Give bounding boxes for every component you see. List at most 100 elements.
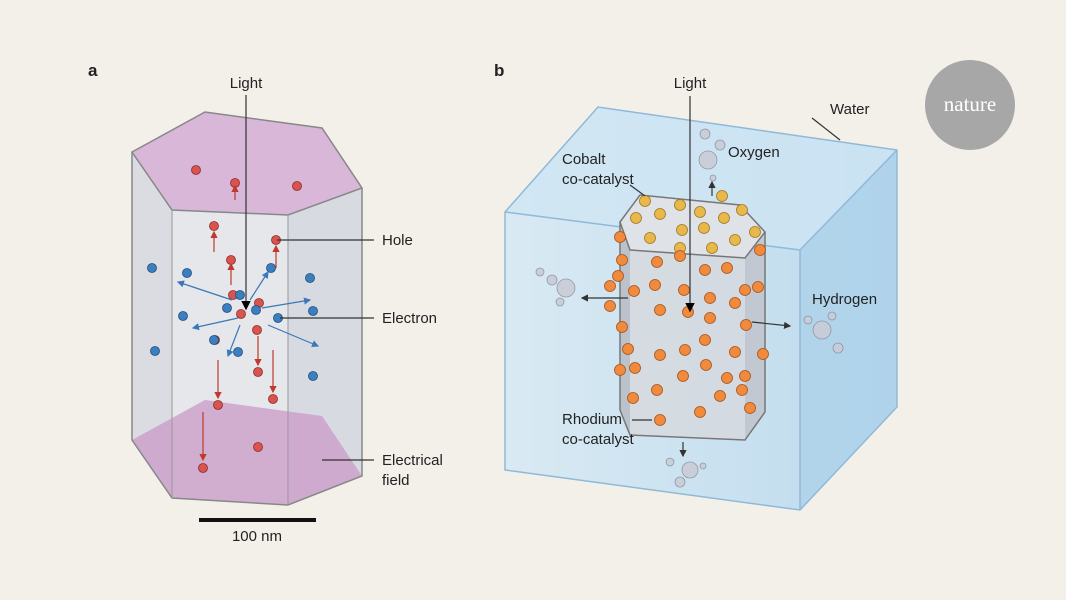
electron: [178, 311, 188, 321]
leader: [811, 117, 841, 141]
cobalt-particle: [729, 234, 741, 246]
rhodium-particle: [699, 264, 711, 276]
annotation: co-catalyst: [562, 431, 635, 448]
electron-arrow: [249, 270, 269, 301]
electron: [308, 306, 318, 316]
annotation: Water: [830, 101, 869, 118]
cobalt-particle: [716, 190, 728, 202]
rhodium-particle: [704, 292, 716, 304]
rhodium-particle: [654, 414, 666, 426]
bubble: [665, 457, 675, 467]
rhodium-particle: [614, 364, 626, 376]
rhodium-particle: [700, 359, 712, 371]
electron: [209, 335, 219, 345]
rhodium-particle: [682, 306, 694, 318]
panel-label: a: [88, 61, 98, 80]
rhodium-particle: [729, 346, 741, 358]
electron: [251, 305, 261, 315]
rhodium-particle: [694, 406, 706, 418]
rhodium-particle: [627, 392, 639, 404]
cobalt-particle: [644, 232, 656, 244]
bubble: [546, 274, 558, 286]
rhodium-particle: [612, 270, 624, 282]
annotation: Hole: [382, 232, 413, 249]
rhodium-particle: [714, 390, 726, 402]
bubble: [698, 150, 718, 170]
electron-arrow: [267, 324, 320, 347]
electron: [266, 263, 276, 273]
cobalt-particle: [674, 199, 686, 211]
annotation: co-catalyst: [562, 171, 635, 188]
electron: [233, 347, 243, 357]
annotation: Rhodium: [562, 411, 622, 428]
cobalt-particle: [654, 208, 666, 220]
rhodium-particle: [679, 344, 691, 356]
rhodium-particle: [651, 384, 663, 396]
hole: [213, 400, 223, 410]
cobalt-particle: [639, 195, 651, 207]
hole: [268, 394, 278, 404]
hole: [253, 367, 263, 377]
annotation: Electrical: [382, 452, 443, 469]
bubble: [699, 128, 711, 140]
logo: nature: [944, 92, 996, 116]
scale-label: 100 nm: [232, 528, 282, 545]
rhodium-particle: [721, 372, 733, 384]
rhodium-particle: [604, 300, 616, 312]
rhodium-particle: [729, 297, 741, 309]
cobalt-particle: [749, 226, 761, 238]
bubble: [832, 342, 844, 354]
bubble: [681, 461, 699, 479]
rhodium-particle: [739, 370, 751, 382]
rhodium-particle: [754, 244, 766, 256]
logo-badge: [925, 60, 1015, 150]
rhodium-particle: [614, 231, 626, 243]
annotation: Electron: [382, 310, 437, 327]
electron: [308, 371, 318, 381]
bubble: [555, 297, 565, 307]
electron: [150, 346, 160, 356]
rhodium-particle: [677, 370, 689, 382]
electron: [147, 263, 157, 273]
rhodium-particle: [704, 312, 716, 324]
rhodium-particle: [678, 284, 690, 296]
annotation: Cobalt: [562, 151, 606, 168]
hole: [292, 181, 302, 191]
annotation: field: [382, 472, 410, 489]
cobalt-particle: [706, 242, 718, 254]
rhodium-particle: [699, 334, 711, 346]
hole: [191, 165, 201, 175]
cobalt-particle: [698, 222, 710, 234]
electron-arrow: [226, 324, 241, 358]
cobalt-particle: [694, 206, 706, 218]
electron: [305, 273, 315, 283]
rhodium-particle: [721, 262, 733, 274]
annotation: Light: [230, 75, 263, 92]
bubble: [714, 139, 726, 151]
annotation: Hydrogen: [812, 291, 877, 308]
bubble: [812, 320, 832, 340]
rhodium-particle: [654, 304, 666, 316]
electron-arrow: [176, 280, 233, 301]
rhodium-particle: [616, 254, 628, 266]
crystal-b: [619, 194, 766, 441]
cobalt-particle: [718, 212, 730, 224]
rhodium-particle: [649, 279, 661, 291]
rhodium-particle: [628, 285, 640, 297]
bubble: [674, 476, 686, 488]
crystal-a: [130, 111, 364, 506]
rhodium-particle: [736, 384, 748, 396]
electron: [182, 268, 192, 278]
water-box: [504, 106, 898, 511]
particles-b: [535, 128, 844, 488]
cobalt-particle: [736, 204, 748, 216]
hole: [209, 221, 219, 231]
rhodium-particle: [752, 281, 764, 293]
electron: [235, 290, 245, 300]
rhodium-particle: [654, 349, 666, 361]
rhodium-particle: [744, 402, 756, 414]
hole: [236, 309, 246, 319]
arrow: [751, 321, 792, 329]
rhodium-particle: [757, 348, 769, 360]
